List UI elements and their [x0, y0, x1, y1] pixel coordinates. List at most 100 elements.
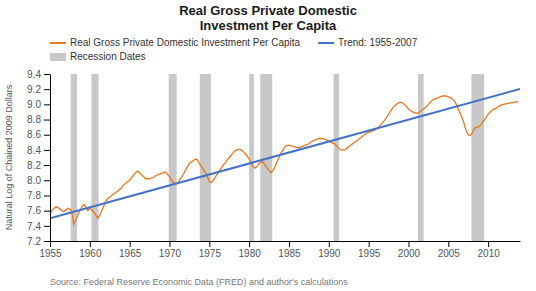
tick-label: 1980 — [239, 248, 262, 259]
tick: 1995 — [358, 241, 381, 259]
tick-mark — [448, 241, 449, 247]
tick-label: 2000 — [398, 248, 421, 259]
series-line — [50, 89, 520, 218]
tick-label: 9.2 — [27, 84, 41, 95]
tick-label: 2005 — [438, 248, 461, 259]
legend-item: Real Gross Private Domestic Investment P… — [50, 37, 301, 48]
tick: 2005 — [438, 241, 461, 259]
legend-swatch — [50, 53, 66, 61]
tick: 7.4 — [27, 221, 50, 232]
tick-mark — [130, 241, 131, 247]
tick: 8.0 — [27, 175, 50, 186]
tick: 8.4 — [27, 145, 50, 156]
tick: 8.2 — [27, 160, 50, 171]
tick: 1985 — [278, 241, 301, 259]
tick-mark — [169, 241, 170, 247]
x-axis: 1955 1960 1965 1970 1975 1980 1985 1990 1995 2000… — [39, 241, 520, 259]
tick: 2010 — [478, 241, 501, 259]
tick-label: 7.2 — [27, 236, 41, 247]
legend: Real Gross Private Domestic Investment P… — [50, 37, 418, 62]
tick-mark — [249, 241, 250, 247]
tick: 8.6 — [27, 129, 50, 140]
recession-band — [91, 74, 98, 241]
tick-mark — [289, 241, 290, 247]
tick-label: 1960 — [79, 248, 102, 259]
tick-label: 8.8 — [27, 114, 41, 125]
plot: 1955 1960 1965 1970 1975 1980 1985 1990 1995 2000… — [27, 69, 520, 259]
source: Source: Federal Reserve Economic Data (F… — [50, 277, 348, 287]
tick-label: 7.4 — [27, 221, 41, 232]
tick-mark — [369, 241, 370, 247]
title: Real Gross Private DomesticInvestment Pe… — [179, 3, 357, 33]
tick-label: 1985 — [278, 248, 301, 259]
legend-swatch — [50, 42, 66, 44]
tick-mark — [44, 241, 50, 242]
legend-label: Trend: 1955-2007 — [338, 37, 418, 48]
tick-label: 7.6 — [27, 205, 41, 216]
tick-mark — [44, 89, 50, 90]
recession-bands — [71, 74, 484, 241]
tick: 1990 — [318, 241, 341, 259]
tick-label: 1965 — [119, 248, 142, 259]
tick: 7.2 — [27, 236, 50, 247]
tick-label: 1990 — [318, 248, 341, 259]
tick-mark — [44, 150, 50, 151]
marks — [50, 74, 520, 241]
recession-band — [169, 74, 177, 241]
recession-band — [334, 74, 340, 241]
y-axis-title: Natural Log of Chained 2009 Dollars — [4, 84, 14, 230]
legend-item: Trend: 1955-2007 — [318, 37, 418, 48]
tick-label: 1955 — [39, 248, 62, 259]
recession-band — [71, 74, 77, 241]
y-axis-line — [50, 75, 51, 242]
tick: 7.6 — [27, 205, 50, 216]
legend-label: Recession Dates — [70, 51, 146, 62]
series-line — [50, 96, 518, 224]
tick: 1960 — [79, 241, 102, 259]
tick-mark — [329, 241, 330, 247]
tick-mark — [44, 104, 50, 105]
tick: 8.8 — [27, 114, 50, 125]
legend-item: Recession Dates — [50, 51, 146, 62]
tick: 1975 — [199, 241, 222, 259]
recession-band — [249, 74, 254, 241]
tick-label: 1995 — [358, 248, 381, 259]
legend-label: Real Gross Private Domestic Investment P… — [70, 37, 301, 48]
tick-label: 9.0 — [27, 99, 41, 110]
tick-mark — [209, 241, 210, 247]
tick: 9.0 — [27, 99, 50, 110]
tick-mark — [44, 226, 50, 227]
tick-mark — [488, 241, 489, 247]
recession-band — [418, 74, 424, 241]
tick-mark — [90, 241, 91, 247]
tick-label: 8.0 — [27, 175, 41, 186]
chart: Real Gross Private DomesticInvestment Pe… — [0, 0, 536, 291]
tick-label: 1975 — [199, 248, 222, 259]
tick: 7.8 — [27, 190, 50, 201]
tick: 9.2 — [27, 84, 50, 95]
tick-mark — [44, 120, 50, 121]
tick: 1965 — [119, 241, 142, 259]
tick-label: 8.6 — [27, 129, 41, 140]
tick-mark — [50, 241, 51, 247]
tick-label: 7.8 — [27, 190, 41, 201]
tick-label: 2010 — [478, 248, 501, 259]
tick-mark — [408, 241, 409, 247]
tick-label: 9.4 — [27, 69, 41, 80]
tick: 9.4 — [27, 69, 50, 80]
tick-label: 1970 — [159, 248, 182, 259]
tick-mark — [44, 180, 50, 181]
tick-mark — [44, 211, 50, 212]
tick-label: 8.2 — [27, 160, 41, 171]
tick: 1980 — [239, 241, 262, 259]
legend-swatch — [318, 42, 334, 44]
recession-band — [200, 74, 211, 241]
tick: 1955 — [39, 241, 62, 259]
x-axis-line — [51, 241, 521, 242]
tick: 2000 — [398, 241, 421, 259]
tick-mark — [44, 195, 50, 196]
tick-mark — [44, 135, 50, 136]
tick: 1970 — [159, 241, 182, 259]
tick-label: 8.4 — [27, 145, 41, 156]
tick-mark — [44, 74, 50, 75]
